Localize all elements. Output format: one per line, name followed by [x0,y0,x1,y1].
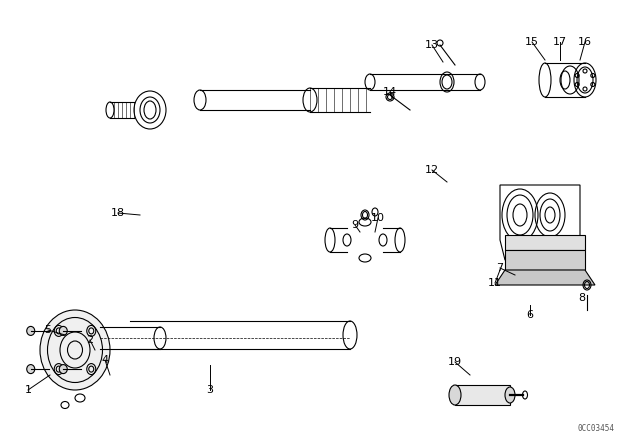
Text: 18: 18 [111,208,125,218]
Text: 5: 5 [45,325,51,335]
Text: 9: 9 [351,220,358,230]
Ellipse shape [60,365,67,374]
Text: 13: 13 [425,40,439,50]
Text: 15: 15 [525,37,539,47]
Polygon shape [495,270,595,285]
Text: 17: 17 [553,37,567,47]
Text: 6: 6 [527,310,534,320]
Text: 8: 8 [579,293,586,303]
Text: 11: 11 [488,278,502,288]
Text: 14: 14 [383,87,397,97]
Text: 16: 16 [578,37,592,47]
Text: 19: 19 [448,357,462,367]
Bar [505,235,585,250]
Ellipse shape [27,327,35,336]
Bar [505,250,585,270]
Text: 10: 10 [371,213,385,223]
Ellipse shape [27,365,35,374]
Ellipse shape [449,385,461,405]
Text: 12: 12 [425,165,439,175]
Ellipse shape [60,327,67,336]
Text: 4: 4 [101,355,109,365]
Text: 3: 3 [207,385,214,395]
Text: 2: 2 [86,335,93,345]
Text: 0CC03454: 0CC03454 [578,424,615,433]
Bar [455,385,510,405]
Ellipse shape [40,310,110,390]
Ellipse shape [505,387,515,403]
Text: 7: 7 [497,263,504,273]
Text: 1: 1 [24,385,31,395]
